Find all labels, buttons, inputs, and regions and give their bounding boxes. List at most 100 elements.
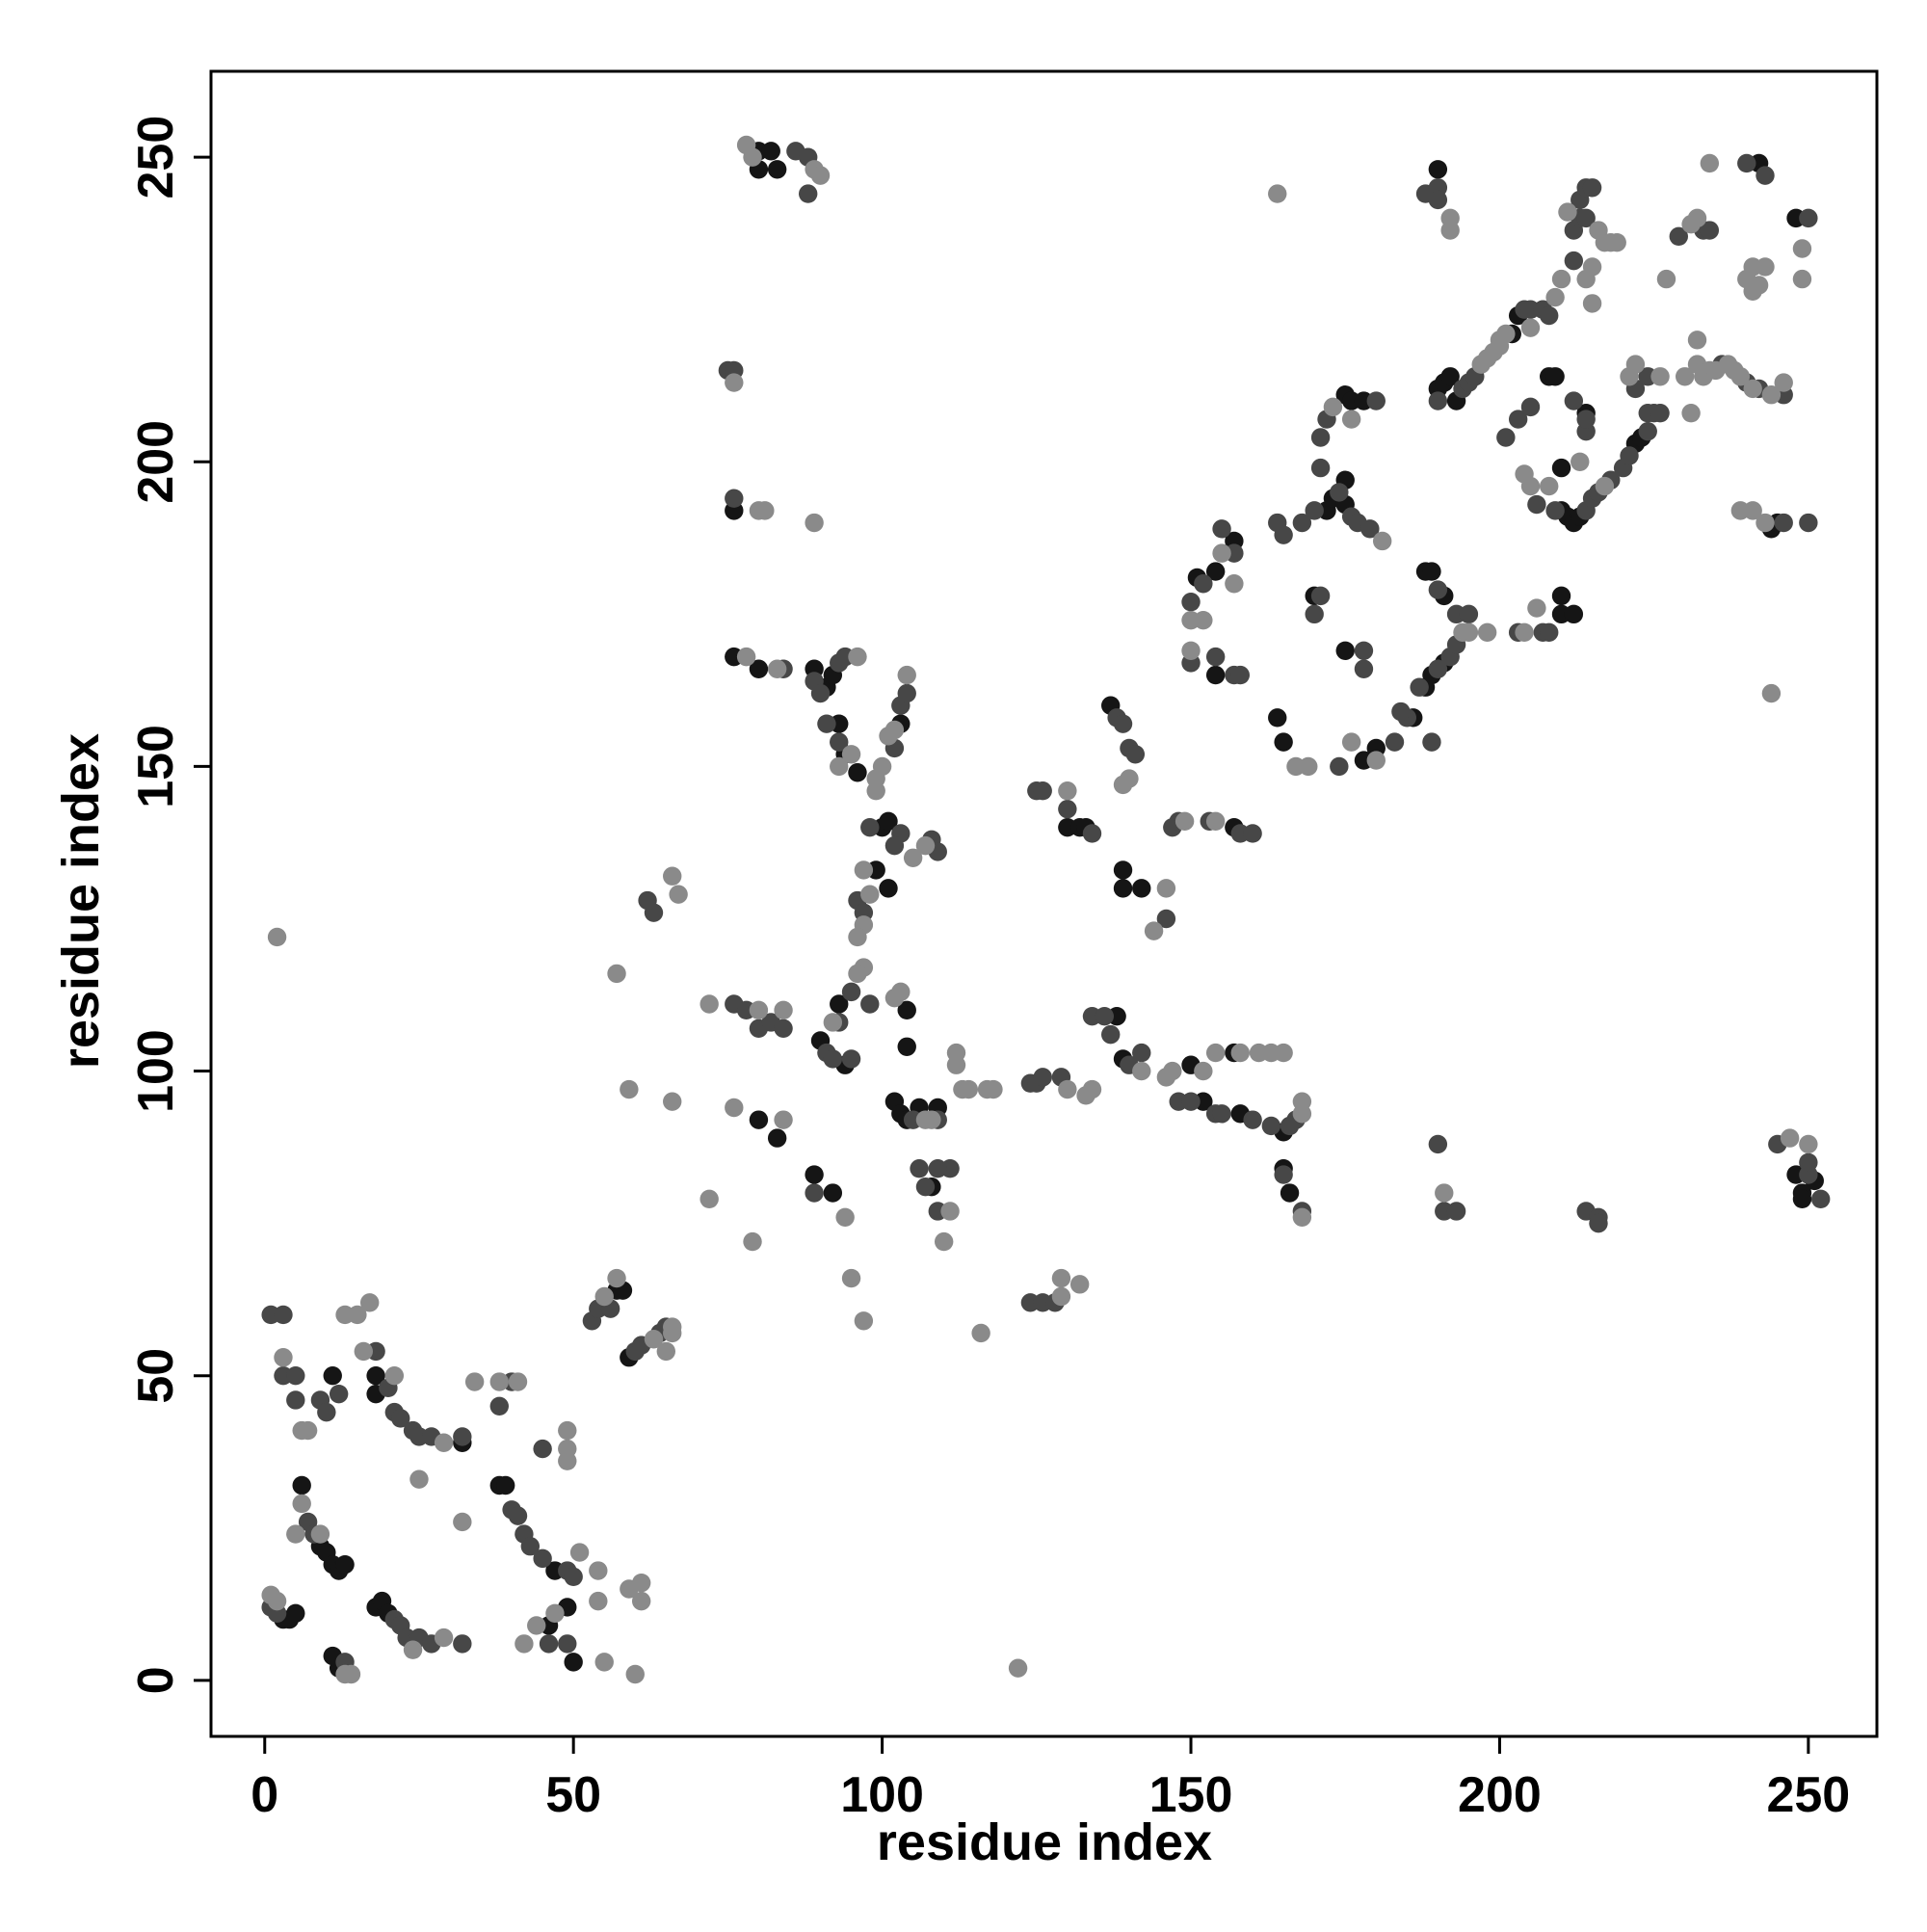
point: [749, 1000, 769, 1020]
point: [1743, 501, 1762, 520]
point: [1520, 318, 1541, 337]
point: [558, 1420, 577, 1441]
point: [1156, 879, 1176, 898]
point: [1527, 494, 1546, 515]
point: [453, 1512, 472, 1532]
point: [830, 756, 849, 777]
point: [1082, 1079, 1102, 1099]
point: [922, 1110, 941, 1129]
point: [1761, 385, 1782, 405]
point: [1330, 483, 1349, 502]
point: [774, 1019, 793, 1038]
point: [854, 1311, 874, 1331]
point: [310, 1524, 330, 1544]
point: [1212, 1104, 1231, 1124]
point: [594, 1653, 614, 1672]
point: [1113, 714, 1133, 733]
y-tick-label: 100: [128, 1029, 184, 1113]
point: [1496, 428, 1516, 447]
point: [1625, 355, 1646, 374]
point: [1391, 701, 1411, 722]
point: [335, 1305, 355, 1325]
point: [848, 927, 867, 947]
point: [1545, 367, 1565, 386]
point: [700, 1189, 719, 1209]
point: [1749, 276, 1769, 295]
point: [663, 866, 682, 886]
point: [1205, 647, 1226, 667]
point: [1558, 202, 1577, 222]
point: [1582, 178, 1602, 198]
point: [489, 1396, 509, 1416]
point: [915, 835, 936, 856]
point: [1428, 1134, 1448, 1154]
point: [946, 1055, 966, 1074]
point: [1132, 1061, 1151, 1081]
point: [1446, 1202, 1466, 1221]
point: [292, 1475, 311, 1495]
point: [539, 1634, 559, 1654]
point: [872, 756, 892, 777]
point: [848, 964, 867, 984]
point: [1194, 574, 1213, 594]
point: [533, 1439, 552, 1459]
point: [589, 1591, 608, 1611]
point: [848, 763, 867, 782]
point: [884, 720, 905, 740]
point: [1354, 641, 1374, 660]
point: [515, 1634, 534, 1654]
point: [823, 1183, 843, 1203]
point: [1341, 732, 1361, 752]
point: [1212, 543, 1231, 563]
point: [1650, 367, 1670, 386]
point: [841, 745, 861, 764]
point: [1205, 665, 1226, 685]
point: [915, 1177, 936, 1197]
point: [508, 1506, 528, 1525]
point: [1540, 622, 1559, 643]
point: [805, 1165, 824, 1184]
point: [1243, 1110, 1262, 1129]
point: [1274, 1165, 1293, 1184]
point: [1428, 659, 1448, 678]
point: [725, 489, 744, 508]
point: [1435, 1183, 1454, 1203]
point: [298, 1420, 318, 1441]
point: [1144, 921, 1164, 940]
point: [366, 1365, 385, 1386]
point: [520, 1537, 541, 1556]
point: [1194, 1061, 1213, 1081]
point: [1280, 1183, 1300, 1203]
point: [841, 1049, 861, 1069]
point: [1113, 860, 1133, 880]
point: [1274, 732, 1293, 752]
point: [1033, 1068, 1052, 1087]
point: [1058, 781, 1077, 801]
point: [1163, 1061, 1182, 1081]
point: [267, 1591, 287, 1611]
point: [1194, 610, 1213, 630]
point: [1305, 501, 1324, 520]
point: [489, 1372, 509, 1391]
x-tick-label: 150: [1149, 1767, 1233, 1823]
y-axis-title: residue index: [52, 733, 110, 1069]
point: [1101, 1024, 1121, 1045]
point: [1008, 1658, 1028, 1678]
point: [403, 1640, 423, 1659]
point: [1268, 708, 1287, 728]
point: [323, 1365, 342, 1386]
point: [1428, 160, 1448, 179]
point: [1582, 294, 1602, 313]
point: [1261, 1116, 1281, 1136]
x-tick-label: 0: [251, 1767, 278, 1823]
point: [1780, 1128, 1800, 1148]
point: [359, 1293, 380, 1312]
point: [767, 1128, 787, 1148]
point: [830, 994, 849, 1014]
point: [1571, 452, 1590, 471]
point: [1792, 239, 1812, 258]
point: [1156, 909, 1176, 929]
point: [1341, 410, 1361, 429]
point: [891, 982, 911, 1002]
point: [1205, 1043, 1226, 1063]
